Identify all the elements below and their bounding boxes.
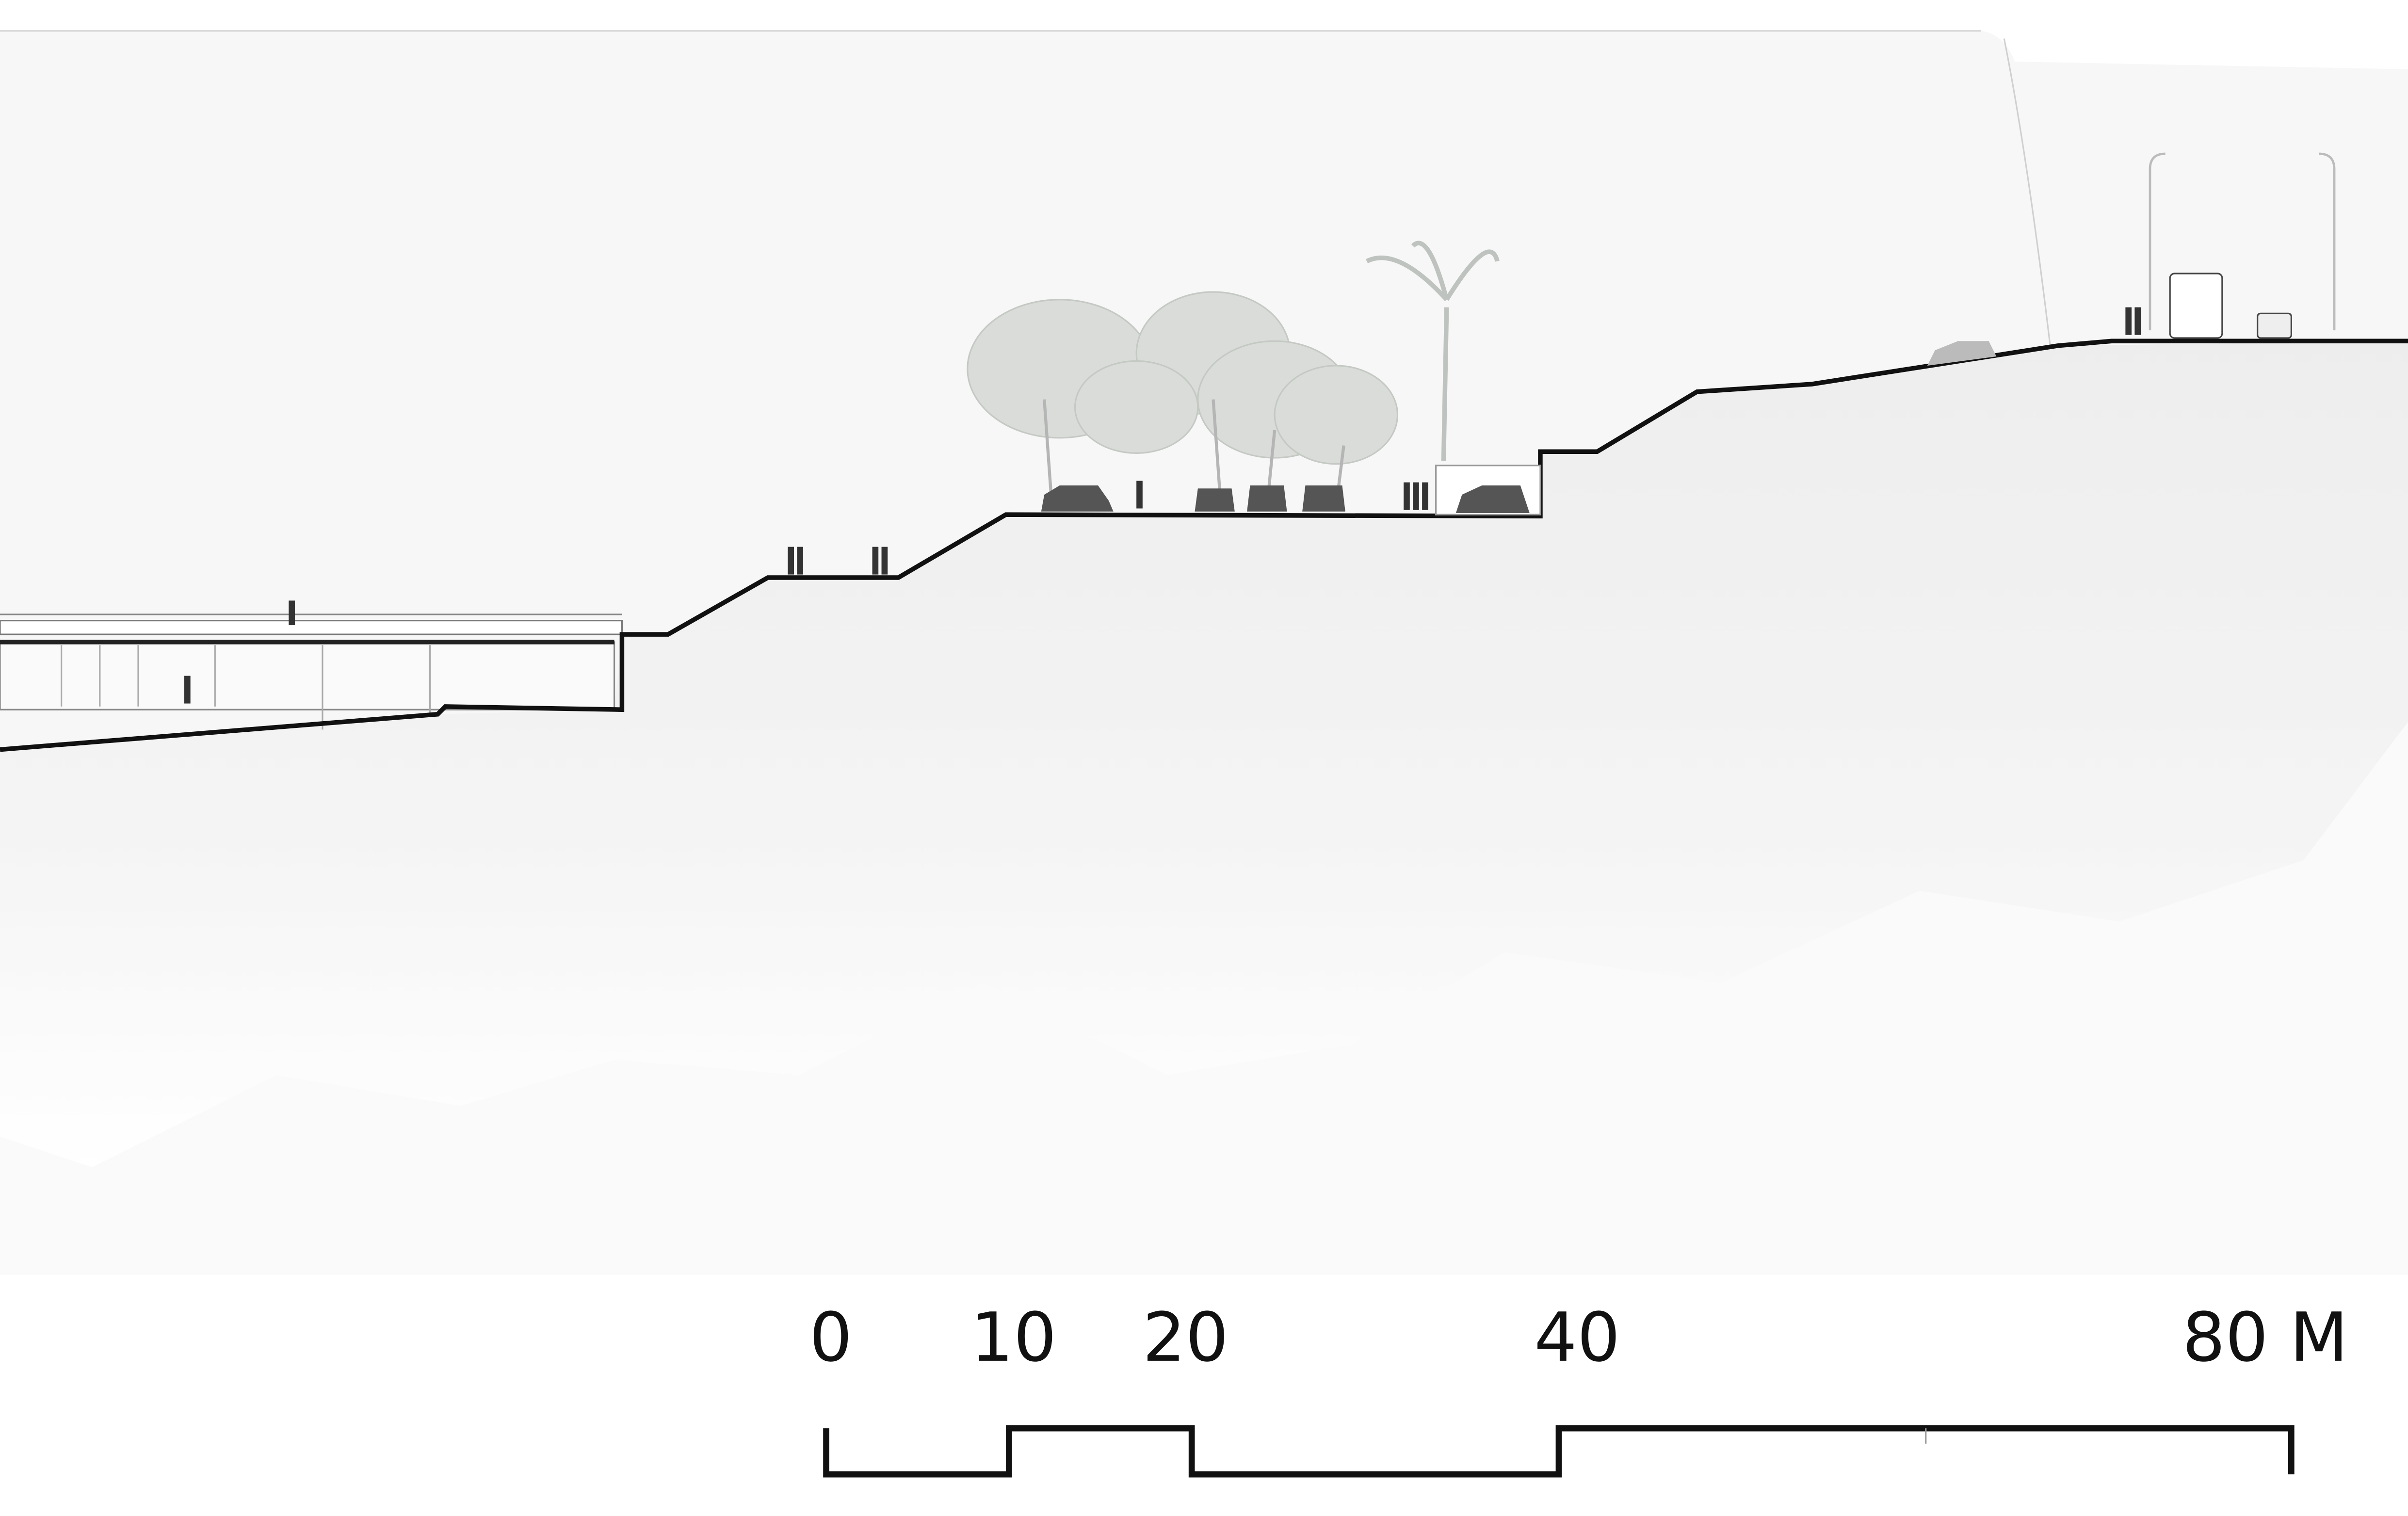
building bbox=[0, 613, 623, 730]
scale-bar: 0 10 20 40 80 M bbox=[809, 1298, 2348, 1478]
scale-label: 20 bbox=[1143, 1298, 1228, 1377]
terrain-line bbox=[0, 339, 2408, 752]
ground-haze bbox=[0, 341, 2408, 1275]
trees bbox=[967, 241, 1500, 465]
scale-label: 80 M bbox=[2182, 1298, 2348, 1377]
scale-label: 0 bbox=[809, 1298, 853, 1377]
cars bbox=[1041, 273, 2292, 513]
scale-label: 40 bbox=[1534, 1298, 1620, 1377]
ground-mist bbox=[0, 341, 2408, 1167]
people bbox=[184, 307, 2141, 704]
scale-label: 10 bbox=[970, 1298, 1056, 1377]
backdrop-line bbox=[2003, 38, 2051, 346]
lamps bbox=[2149, 152, 2336, 331]
